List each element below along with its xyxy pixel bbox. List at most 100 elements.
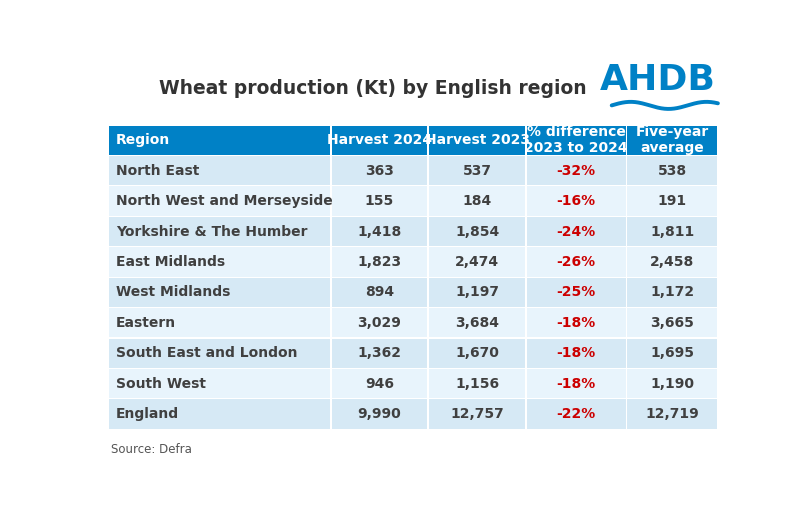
Text: 9,990: 9,990 [358,407,401,421]
Text: 2,458: 2,458 [650,255,694,269]
Text: -26%: -26% [557,255,596,269]
Text: 1,854: 1,854 [455,224,499,239]
Bar [430,187,525,216]
Text: 538: 538 [658,164,687,178]
Bar [332,339,427,368]
Bar [109,369,330,398]
Text: 3,684: 3,684 [455,316,499,330]
Bar [627,217,717,246]
Text: 1,418: 1,418 [357,224,401,239]
Text: 3,665: 3,665 [650,316,694,330]
Bar [527,339,625,368]
Text: Region: Region [116,133,170,147]
Bar [430,126,525,155]
Bar [430,278,525,307]
Bar [527,156,625,185]
Text: 12,719: 12,719 [646,407,699,421]
Text: % difference
2023 to 2024: % difference 2023 to 2024 [525,125,628,155]
Bar [527,126,625,155]
Text: -22%: -22% [556,407,596,421]
Bar [109,156,330,185]
Bar [430,217,525,246]
Text: -25%: -25% [556,285,596,299]
Text: East Midlands: East Midlands [116,255,225,269]
Text: 12,757: 12,757 [451,407,504,421]
Text: 1,811: 1,811 [650,224,694,239]
Text: Harvest 2023: Harvest 2023 [425,133,530,147]
Bar [430,339,525,368]
Text: 184: 184 [463,194,492,208]
Text: South East and London: South East and London [116,346,297,360]
Text: AHDB: AHDB [600,63,716,97]
Text: -18%: -18% [556,377,596,390]
Bar [430,247,525,276]
Bar [332,156,427,185]
Bar [109,400,330,429]
Bar [430,308,525,337]
Bar [332,217,427,246]
Text: Eastern: Eastern [116,316,176,330]
Text: South West: South West [116,377,206,390]
Bar [527,217,625,246]
Bar [527,247,625,276]
Text: 946: 946 [365,377,394,390]
Text: 363: 363 [365,164,394,178]
Bar [109,339,330,368]
Bar [527,308,625,337]
Text: -18%: -18% [556,346,596,360]
Text: 1,190: 1,190 [650,377,694,390]
Text: Wheat production (Kt) by English region: Wheat production (Kt) by English region [159,79,586,98]
Bar [332,369,427,398]
Bar [627,278,717,307]
Bar [527,400,625,429]
Bar [627,126,717,155]
Text: 1,670: 1,670 [455,346,499,360]
Text: 3,029: 3,029 [358,316,401,330]
Text: 1,823: 1,823 [358,255,401,269]
Bar [109,217,330,246]
Bar [527,187,625,216]
Text: 191: 191 [658,194,687,208]
Text: -24%: -24% [556,224,596,239]
Bar [627,308,717,337]
Bar [430,400,525,429]
Text: 1,156: 1,156 [455,377,499,390]
Bar [332,247,427,276]
Text: 1,197: 1,197 [455,285,499,299]
Bar [527,369,625,398]
Text: -18%: -18% [556,316,596,330]
Text: West Midlands: West Midlands [116,285,231,299]
Bar [332,308,427,337]
Bar [527,278,625,307]
Text: -16%: -16% [557,194,596,208]
Text: 155: 155 [365,194,394,208]
Text: 1,695: 1,695 [650,346,694,360]
Text: North East: North East [116,164,199,178]
Text: Source: Defra: Source: Defra [111,443,193,456]
Bar [430,156,525,185]
Text: 1,362: 1,362 [358,346,401,360]
Bar [332,126,427,155]
Bar [109,308,330,337]
Text: 894: 894 [365,285,394,299]
Bar [109,278,330,307]
Bar [332,187,427,216]
Text: Yorkshire & The Humber: Yorkshire & The Humber [116,224,307,239]
Bar [627,247,717,276]
Bar [627,187,717,216]
Text: -32%: -32% [557,164,596,178]
Text: England: England [116,407,179,421]
Bar [109,247,330,276]
Text: North West and Merseyside: North West and Merseyside [116,194,333,208]
Text: 2,474: 2,474 [455,255,499,269]
Text: 537: 537 [463,164,492,178]
Bar [627,400,717,429]
Text: 1,172: 1,172 [650,285,694,299]
Bar [332,400,427,429]
Bar [627,339,717,368]
Bar [109,126,330,155]
Bar [627,369,717,398]
Bar [430,369,525,398]
Bar [109,187,330,216]
Bar [332,278,427,307]
